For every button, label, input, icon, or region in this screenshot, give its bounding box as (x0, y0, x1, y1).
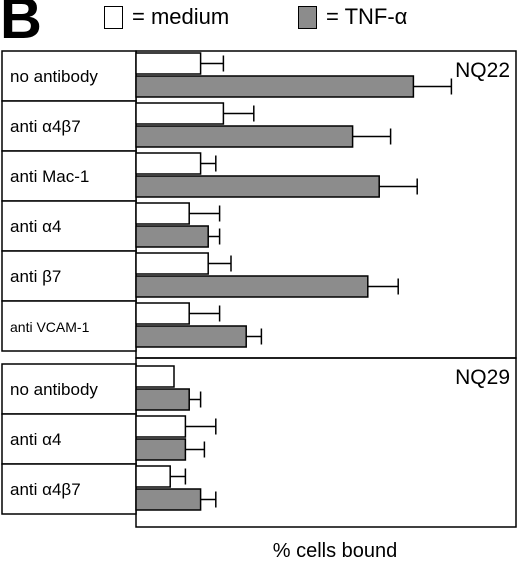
panel-name-nq29: NQ29 (455, 366, 510, 389)
category-label: anti β7 (10, 267, 61, 286)
category-label: anti α4β7 (10, 480, 81, 499)
bar-tnf (135, 175, 380, 198)
category-label: anti VCAM-1 (10, 319, 90, 335)
category-label: anti α4β7 (10, 117, 81, 136)
legend-swatch-medium (104, 6, 123, 29)
bar-medium (135, 415, 187, 438)
legend-label-tnf: = TNF-α (326, 4, 408, 29)
label-box-anti-α4 (1, 413, 137, 465)
label-box-anti-vcam-1 (1, 300, 137, 352)
bar-tnf (135, 75, 415, 98)
label-box-no-antibody (1, 363, 137, 415)
category-label: no antibody (10, 380, 98, 399)
bar-medium (135, 202, 190, 225)
bar-medium (135, 302, 190, 325)
category-label: anti α4 (10, 430, 61, 449)
bar-medium (135, 465, 171, 488)
label-box-no-antibody (1, 50, 137, 102)
bar-tnf (135, 325, 247, 348)
legend-swatch-tnf (298, 6, 317, 29)
x-axis-label: % cells bound (272, 540, 398, 562)
bar-medium (135, 365, 175, 388)
bar-medium (135, 102, 225, 125)
bar-tnf (135, 438, 187, 461)
panel-name-nq22: NQ22 (455, 59, 510, 82)
bar-tnf (135, 275, 369, 298)
category-label: no antibody (10, 67, 98, 86)
bar-tnf (135, 488, 202, 511)
bar-tnf (135, 125, 354, 148)
bar-medium (135, 152, 202, 175)
category-label: anti Mac-1 (10, 167, 89, 186)
bar-medium (135, 52, 202, 75)
category-label: anti α4 (10, 217, 61, 236)
legend-label-medium: = medium (132, 4, 230, 29)
label-box-anti-α4β7 (1, 463, 137, 515)
legend: = medium = TNF-α (0, 0, 520, 40)
bar-tnf (135, 388, 190, 411)
panel-letter: B (0, 0, 42, 51)
label-box-anti-β7 (1, 250, 137, 302)
bar-tnf (135, 225, 209, 248)
bar-medium (135, 252, 209, 275)
